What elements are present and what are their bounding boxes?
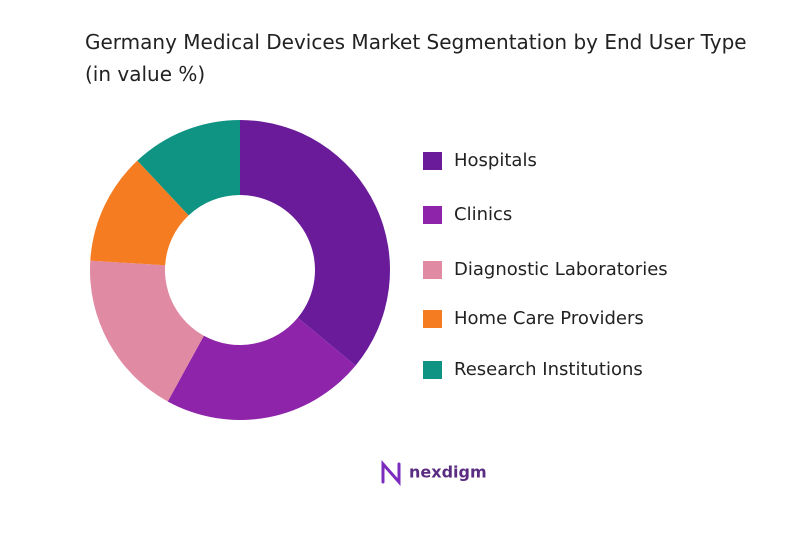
logo-text: nexdigm: [409, 463, 487, 482]
donut-slice: [90, 260, 204, 402]
legend-label: Research Institutions: [454, 359, 643, 380]
donut-slice: [137, 120, 240, 216]
legend-label: Diagnostic Laboratories: [454, 259, 668, 280]
donut-slice: [167, 317, 356, 420]
legend-swatch: [423, 152, 442, 170]
legend-swatch: [423, 361, 442, 379]
legend-label: Hospitals: [454, 150, 537, 171]
legend-swatch: [423, 206, 442, 224]
logo-icon: [381, 460, 401, 486]
chart-title: Germany Medical Devices Market Segmentat…: [85, 30, 747, 86]
donut-slice: [90, 160, 189, 266]
legend-swatch: [423, 261, 442, 279]
legend-label: Clinics: [454, 204, 512, 225]
legend-label: Home Care Providers: [454, 308, 644, 329]
legend-swatch: [423, 310, 442, 328]
donut-slice: [240, 120, 390, 366]
